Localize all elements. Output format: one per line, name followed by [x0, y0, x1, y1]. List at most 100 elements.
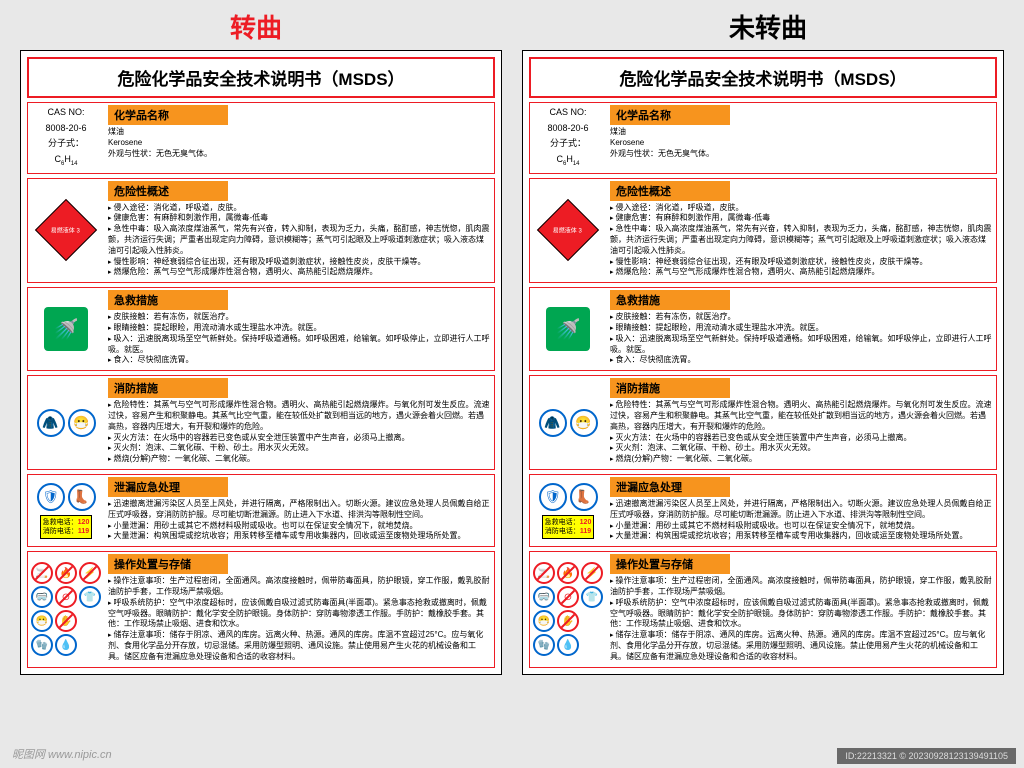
- gloves-icon: 🧤: [533, 634, 555, 656]
- no-flame-icon: 🔥: [55, 562, 77, 584]
- gloves-icon: 🧤: [31, 634, 53, 656]
- goggles-icon: 🥽: [31, 586, 53, 608]
- name-cn: 煤油: [610, 127, 992, 138]
- section-first-aid: 🚿 急救措施 皮肤接触：若有冻伤，就医治疗。眼睛接触：提起眼睑，用流动清水或生理…: [27, 287, 495, 371]
- list-item: 呼吸系统防护：空气中浓度超标时，应该佩戴自吸过滤式防毒面具(半面罩)。紧急事态抢…: [108, 598, 490, 630]
- s5-heading: 泄漏应急处理: [108, 477, 228, 497]
- list-item: 食入：尽快彻底洗胃。: [108, 355, 490, 366]
- name-cn: 煤油: [108, 127, 490, 138]
- apron-icon: 👕: [79, 586, 101, 608]
- list-item: 吸入：迅速脱离现场至空气新鲜处。保持呼吸道通畅。如呼吸困难，给输氧。如呼吸停止，…: [108, 334, 490, 356]
- list-item: 慢性影响：神经衰弱综合征出现，还有眼及呼吸道刺激症状，接触性皮炎，皮肤干燥等。: [108, 257, 490, 268]
- list-item: 操作注意事项：生产过程密闭，全面通风。高浓度接触时，佩带防毒面具，防护眼镜，穿工…: [108, 576, 490, 598]
- list-item: 危险特性：其蒸气与空气可形成爆炸性混合物。遇明火、高热能引起燃烧爆炸。与氧化剂可…: [108, 400, 490, 432]
- s4-body: 危险特性：其蒸气与空气可形成爆炸性混合物。遇明火、高热能引起燃烧爆炸。与氧化剂可…: [108, 400, 490, 465]
- cas-value: 8008-20-6: [45, 123, 86, 135]
- s3-body: 皮肤接触：若有冻伤，就医治疗。眼睛接触：提起眼睑，用流动清水或生理盐水冲洗。就医…: [108, 312, 490, 366]
- s5-body: 迅速撤离泄漏污染区人员至上风处，并进行隔离，严格限制出入。切断火源。建议应急处理…: [610, 499, 992, 542]
- list-item: 迅速撤离泄漏污染区人员至上风处，并进行隔离，严格限制出入。切断火源。建议应急处理…: [610, 499, 992, 521]
- section-handling-storage: 🚬 🔥 ⚡ 🥽 ⊘ 👕 😷 ✋ 🧤 💧 操作处置与存储 操作注意事项：生产过程密…: [529, 551, 997, 667]
- no-touch-icon: ✋: [557, 610, 579, 632]
- suit-icon: 🧥: [539, 409, 567, 437]
- list-item: 皮肤接触：若有冻伤，就医治疗。: [108, 312, 490, 323]
- s5-body: 迅速撤离泄漏污染区人员至上风处，并进行隔离，严格限制出入。切断火源。建议应急处理…: [108, 499, 490, 542]
- formula-value: C6H14: [54, 154, 77, 169]
- shower-icon: 🚿: [546, 307, 590, 351]
- section-chemical-name: CAS NO: 8008-20-6 分子式： C6H14 化学品名称 煤油 Ke…: [27, 102, 495, 174]
- list-item: 健康危害：有麻醉和刺激作用，属微毒-低毒: [108, 213, 490, 224]
- list-item: 侵入途径：消化道，呼吸道，皮肤。: [610, 203, 992, 214]
- appearance-value: 无色无臭气体。: [156, 149, 212, 158]
- boots-icon: 👢: [68, 483, 96, 511]
- wash-icon: 💧: [55, 634, 77, 656]
- appearance-value: 无色无臭气体。: [658, 149, 714, 158]
- list-item: 吸入：迅速脱离现场至空气新鲜处。保持呼吸道通畅。如呼吸困难，给输氧。如呼吸停止，…: [610, 334, 992, 356]
- section-leak: 🛡 👢 急救电话：120 消防电话：119 泄漏应急处理 迅速撤离泄漏污染区人员…: [27, 474, 495, 547]
- emergency-phone-box: 急救电话：120 消防电话：119: [542, 515, 595, 539]
- section-firefighting: 🧥 😷 消防措施 危险特性：其蒸气与空气可形成爆炸性混合物。遇明火、高热能引起燃…: [529, 375, 997, 470]
- s3-body: 皮肤接触：若有冻伤，就医治疗。眼睛接触：提起眼睑，用流动清水或生理盐水冲洗。就医…: [610, 312, 992, 366]
- section-hazard: 易燃液体 3 危险性概述 侵入途径：消化道，呼吸道，皮肤。健康危害：有麻醉和刺激…: [27, 178, 495, 284]
- list-item: 操作注意事项：生产过程密闭，全面通风。高浓度接触时，佩带防毒面具，防护眼镜，穿工…: [610, 576, 992, 598]
- section-hazard: 易燃液体 3 危险性概述 侵入途径：消化道，呼吸道，皮肤。健康危害：有麻醉和刺激…: [529, 178, 997, 284]
- s2-heading: 危险性概述: [610, 181, 730, 201]
- appearance-label: 外观与性状：: [610, 149, 658, 158]
- section-chemical-name: CAS NO: 8008-20-6 分子式： C6H14 化学品名称 煤油 Ke…: [529, 102, 997, 174]
- list-item: 小量泄漏：用砂土或其它不燃材料吸附或吸收。也可以在保证安全情况下，就地焚烧。: [610, 521, 992, 532]
- shower-icon: 🚿: [44, 307, 88, 351]
- panel-title: 危险化学品安全技术说明书（MSDS）: [529, 57, 997, 98]
- list-item: 大量泄漏：构筑围堤或挖坑收容；用泵转移至槽车或专用收集器内，回收或运至废物处理场…: [610, 531, 992, 542]
- emergency-phone-box: 急救电话：120 消防电话：119: [40, 515, 93, 539]
- no-spark-icon: ⚡: [79, 562, 101, 584]
- section-handling-storage: 🚬 🔥 ⚡ 🥽 ⊘ 👕 😷 ✋ 🧤 💧 操作处置与存储 操作注意事项：生产过程密…: [27, 551, 495, 667]
- formula-value: C6H14: [556, 154, 579, 169]
- list-item: 小量泄漏：用砂土或其它不燃材料吸附或吸收。也可以在保证安全情况下，就地焚烧。: [108, 521, 490, 532]
- s3-heading: 急救措施: [610, 290, 730, 310]
- list-item: 呼吸系统防护：空气中浓度超标时，应该佩戴自吸过滤式防毒面具(半面罩)。紧急事态抢…: [610, 598, 992, 630]
- list-item: 燃爆危险：蒸气与空气形成爆炸性混合物，遇明火、高热能引起燃烧爆炸。: [108, 267, 490, 278]
- watermark-right: ID:22213321 © 20230928123139491105: [837, 748, 1016, 764]
- list-item: 迅速撤离泄漏污染区人员至上风处，并进行隔离，严格限制出入。切断火源。建议应急处理…: [108, 499, 490, 521]
- s6-body: 操作注意事项：生产过程密闭，全面通风。高浓度接触时，佩带防毒面具，防护眼镜，穿工…: [108, 576, 490, 662]
- list-item: 燃烧(分解)产物：一氧化碳、二氧化碳。: [108, 454, 490, 465]
- appearance-label: 外观与性状：: [108, 149, 156, 158]
- list-item: 储存注意事项：储存于阴凉、通风的库房。远离火种、热源。通风的库房。库温不宜超过2…: [108, 630, 490, 662]
- goggles-icon: 🥽: [533, 586, 555, 608]
- s6-body: 操作注意事项：生产过程密闭，全面通风。高浓度接触时，佩带防毒面具，防护眼镜，穿工…: [610, 576, 992, 662]
- s2-body: 侵入途径：消化道，呼吸道，皮肤。健康危害：有麻醉和刺激作用，属微毒-低毒急性中毒…: [610, 203, 992, 279]
- list-item: 灭火剂：泡沫、二氧化碳、干粉、砂土。用水灭火无效。: [108, 443, 490, 454]
- flammable-diamond-icon: 易燃液体 3: [537, 199, 599, 261]
- section-leak: 🛡 👢 急救电话：120 消防电话：119 泄漏应急处理 迅速撤离泄漏污染区人员…: [529, 474, 997, 547]
- no-touch-icon: ✋: [55, 610, 77, 632]
- list-item: 急性中毒：吸入高浓度煤油蒸气，常先有兴奋，转入抑制，表现为乏力，头痛，酩酊感，神…: [108, 224, 490, 256]
- s1-heading: 化学品名称: [610, 105, 730, 125]
- suit-icon: 🧥: [37, 409, 65, 437]
- s6-heading: 操作处置与存储: [610, 554, 730, 574]
- list-item: 慢性影响：神经衰弱综合征出现，还有眼及呼吸道刺激症状，接触性皮炎，皮肤干燥等。: [610, 257, 992, 268]
- panel-title: 危险化学品安全技术说明书（MSDS）: [27, 57, 495, 98]
- s4-heading: 消防措施: [108, 378, 228, 398]
- respirator-icon: 🛡: [37, 483, 65, 511]
- s2-body: 侵入途径：消化道，呼吸道，皮肤。健康危害：有麻醉和刺激作用，属微毒-低毒急性中毒…: [108, 203, 490, 279]
- panels-container: 危险化学品安全技术说明书（MSDS） CAS NO: 8008-20-6 分子式…: [0, 45, 1024, 680]
- list-item: 眼睛接触：提起眼睑，用流动清水或生理盐水冲洗。就医。: [108, 323, 490, 334]
- formula-label: 分子式：: [550, 138, 586, 150]
- panel-left: 危险化学品安全技术说明书（MSDS） CAS NO: 8008-20-6 分子式…: [20, 50, 502, 675]
- mask-icon: 😷: [68, 409, 96, 437]
- list-item: 急性中毒：吸入高浓度煤油蒸气，常先有兴奋，转入抑制，表现为乏力，头痛，酩酊感，神…: [610, 224, 992, 256]
- list-item: 危险特性：其蒸气与空气可形成爆炸性混合物。遇明火、高热能引起燃烧爆炸。与氧化剂可…: [610, 400, 992, 432]
- formula-label: 分子式：: [48, 138, 84, 150]
- no-smoking-icon: 🚬: [31, 562, 53, 584]
- wash-icon: 💧: [557, 634, 579, 656]
- no-flame-icon: 🔥: [557, 562, 579, 584]
- prohibit-icon: ⊘: [557, 586, 579, 608]
- no-spark-icon: ⚡: [581, 562, 603, 584]
- mask-icon: 😷: [570, 409, 598, 437]
- list-item: 燃烧(分解)产物：一氧化碳、二氧化碳。: [610, 454, 992, 465]
- name-en: Kerosene: [108, 138, 490, 149]
- flammable-diamond-icon: 易燃液体 3: [35, 199, 97, 261]
- s5-heading: 泄漏应急处理: [610, 477, 730, 497]
- header-left-label: 转曲: [0, 8, 512, 45]
- list-item: 灭火方法：在火场中的容器若已变色或从安全泄压装置中产生声音，必须马上撤离。: [610, 433, 992, 444]
- s3-heading: 急救措施: [108, 290, 228, 310]
